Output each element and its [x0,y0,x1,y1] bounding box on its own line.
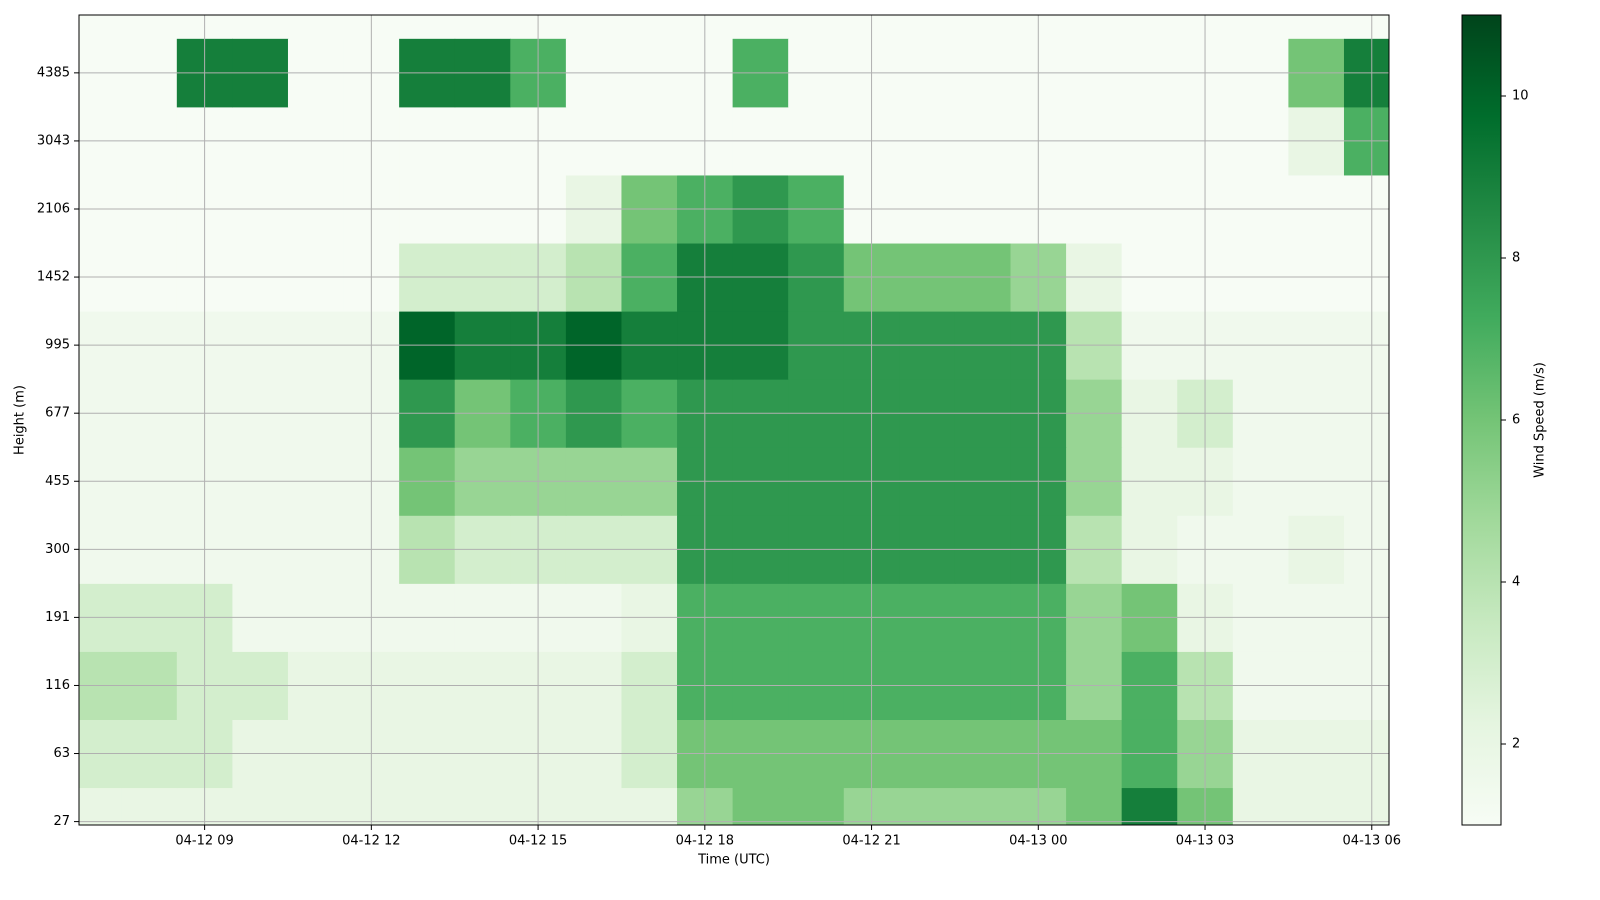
heatmap-cell [788,787,845,826]
colorbar-tick-label: 6 [1512,413,1520,428]
heatmap-cell [1066,787,1123,826]
colorbar-tick-label: 2 [1512,737,1520,752]
x-tick-label: 04-13 06 [1343,834,1401,849]
heatmap-cell [399,787,456,826]
x-tick-label: 04-12 18 [676,834,734,849]
heatmap-cell [1288,787,1345,826]
grid [79,15,1389,825]
heatmap-cell [1343,787,1390,826]
heatmap-cell [287,787,345,826]
colorbar-tick-label: 4 [1512,575,1520,590]
y-tick-label: 2106 [37,201,70,216]
x-tick-label: 04-12 12 [342,834,400,849]
y-tick-label: 63 [53,746,70,761]
heatmap-cell [121,787,178,826]
y-tick-label: 677 [45,406,70,421]
colorbar [1461,14,1502,826]
y-axis-label: Height (m) [13,385,28,455]
y-tick-label: 1452 [37,270,70,285]
y-tick-label: 4385 [37,65,70,80]
heatmap-cell [1121,787,1178,826]
plot-frame [78,14,1390,826]
x-tick-label: 04-12 21 [842,834,900,849]
x-tick-label: 04-13 00 [1009,834,1067,849]
heatmap-cell [454,787,511,826]
y-tick-label: 3043 [37,133,70,148]
y-tick-label: 300 [45,542,70,557]
y-tick-label: 995 [45,338,70,353]
colorbar-tick-label: 10 [1512,89,1529,104]
heatmap-cell [732,787,789,826]
y-tick-label: 116 [45,678,70,693]
y-tick-label: 455 [45,474,70,489]
x-axis-label: Time (UTC) [697,853,770,868]
heatmap [79,15,1390,826]
x-tick-label: 04-12 09 [175,834,233,849]
heatmap-cell [565,787,622,826]
heatmap-cell [621,787,678,826]
x-tick-label: 04-12 15 [509,834,567,849]
heatmap-cell [899,787,956,826]
heatmap-cell [1232,787,1289,826]
colorbar-label: Wind Speed (m/s) [1533,362,1548,478]
heatmap-cell [954,787,1012,826]
colorbar-tick-label: 8 [1512,251,1520,266]
x-tick-label: 04-13 03 [1176,834,1234,849]
heatmap-cell [232,787,289,826]
y-tick-label: 27 [53,814,70,829]
y-tick-label: 191 [45,610,70,625]
heatmap-cell [79,787,122,826]
